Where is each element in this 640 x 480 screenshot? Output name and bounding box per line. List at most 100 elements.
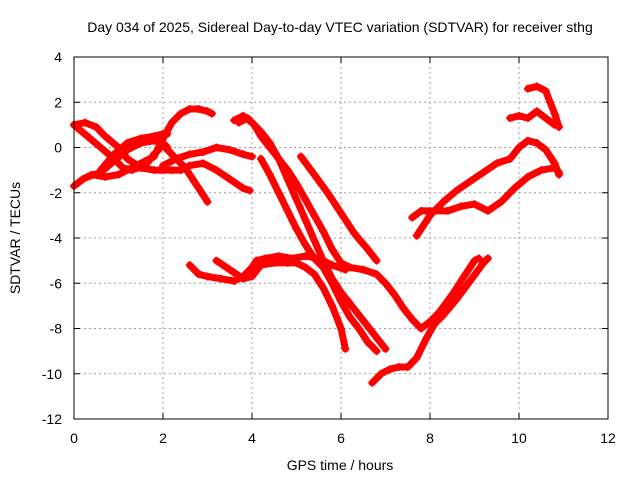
data-point: [167, 166, 176, 175]
data-point: [274, 154, 283, 163]
data-point: [141, 157, 150, 166]
data-point: [385, 365, 394, 374]
data-point: [270, 258, 279, 267]
data-point: [274, 188, 283, 197]
data-point: [101, 172, 110, 181]
data-point: [368, 378, 377, 387]
data-point: [523, 172, 532, 181]
series-band: [524, 82, 563, 131]
data-point: [239, 111, 248, 120]
data-point: [470, 200, 479, 209]
data-point: [256, 261, 265, 270]
data-point: [426, 211, 434, 220]
data-point: [239, 184, 248, 193]
data-point: [194, 105, 203, 114]
data-point: [265, 138, 274, 147]
data-point: [448, 290, 457, 299]
data-point: [212, 143, 221, 152]
data-point: [163, 143, 172, 152]
series-s10: [256, 154, 381, 356]
data-point: [372, 347, 381, 356]
data-point: [510, 184, 519, 193]
data-point: [372, 256, 381, 265]
data-point: [345, 313, 354, 322]
data-point: [207, 109, 216, 118]
data-point: [230, 276, 239, 285]
data-point: [337, 324, 345, 333]
data-point: [550, 109, 559, 118]
y-tick-label: -6: [50, 275, 63, 291]
data-point: [150, 132, 159, 141]
data-point: [319, 283, 328, 292]
data-point: [412, 231, 421, 240]
data-point: [239, 274, 248, 283]
data-point: [390, 290, 399, 299]
data-point: [408, 213, 417, 222]
data-point: [225, 175, 234, 184]
grid-lines: [74, 57, 608, 419]
data-point: [443, 206, 452, 215]
data-point: [216, 274, 225, 283]
x-tick-label: 2: [159, 430, 167, 446]
data-point: [203, 272, 212, 281]
y-axis-label: SDTVAR / TECUs: [7, 182, 23, 294]
data-point: [212, 256, 221, 265]
data-point: [523, 114, 532, 123]
data-point: [328, 279, 337, 288]
data-point: [167, 118, 176, 127]
data-point: [194, 270, 203, 279]
data-series: [70, 82, 564, 387]
data-point: [466, 276, 475, 285]
data-point: [466, 177, 475, 186]
data-point: [310, 236, 319, 245]
data-point: [439, 197, 448, 206]
data-point: [399, 304, 408, 313]
series-core: [259, 157, 378, 353]
data-point: [532, 138, 541, 147]
data-point: [341, 344, 350, 353]
data-point: [337, 209, 345, 218]
data-point: [310, 170, 319, 179]
series-core: [162, 146, 253, 167]
data-point: [163, 129, 172, 138]
data-point: [256, 154, 265, 163]
y-tick-label: 4: [54, 49, 62, 65]
data-point: [123, 138, 132, 147]
data-point: [319, 263, 328, 272]
data-point: [523, 136, 532, 145]
series-s9: [296, 152, 381, 265]
data-point: [159, 161, 167, 170]
data-point: [372, 270, 381, 279]
series-band: [413, 137, 563, 240]
data-point: [110, 150, 119, 159]
data-point: [479, 168, 488, 177]
data-point: [127, 163, 136, 172]
data-point: [541, 114, 550, 123]
data-point: [190, 177, 199, 186]
y-tick-label: 0: [54, 140, 62, 156]
data-point: [403, 362, 412, 371]
x-tick-label: 10: [511, 430, 527, 446]
series-s1: [70, 118, 254, 195]
series-s17: [523, 82, 564, 132]
data-point: [439, 310, 448, 319]
data-point: [81, 118, 90, 127]
data-point: [421, 335, 430, 344]
data-point: [136, 134, 145, 143]
series-s8: [230, 111, 390, 353]
data-point: [474, 254, 483, 263]
y-tick-label: -10: [42, 366, 62, 382]
data-point: [381, 279, 390, 288]
y-tick-labels: -12 -10 -8 -6 -4 -2 0 2 4: [42, 49, 62, 427]
data-point: [310, 211, 319, 220]
data-point: [248, 272, 256, 281]
series-core: [233, 114, 387, 350]
data-point: [363, 322, 372, 331]
data-point: [230, 116, 239, 125]
data-point: [181, 163, 190, 172]
data-point: [150, 152, 159, 161]
data-point: [506, 154, 515, 163]
series-s13: [368, 254, 492, 387]
data-point: [452, 295, 461, 304]
data-point: [265, 170, 274, 179]
